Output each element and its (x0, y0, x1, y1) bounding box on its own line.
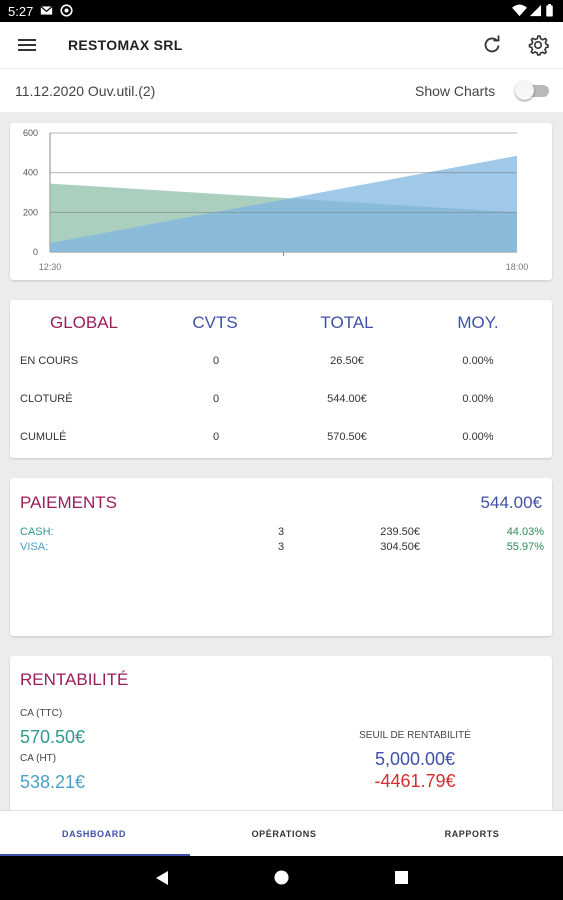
seuil-label: SEUIL DE RENTABILITÉ (359, 730, 471, 741)
ca-ttc-value: 570.50€ (20, 727, 86, 747)
payments-title: PAIEMENTS (20, 493, 117, 512)
global-summary-card: GLOBAL CVTS TOTAL MOY. EN COURS 0 26.50€… (10, 300, 552, 458)
menu-icon (18, 39, 36, 51)
cell-total: 26.50€ (330, 355, 364, 367)
payment-count: 3 (278, 541, 285, 553)
settings-button[interactable] (526, 33, 550, 57)
payment-row-visa: VISA: 3 304.50€ 55.97% (20, 541, 544, 555)
cell-moy: 0.00% (462, 355, 494, 367)
settings-icon (528, 35, 549, 56)
tab-operations[interactable]: OPÉRATIONS (251, 829, 317, 839)
payment-amount: 304.50€ (380, 541, 420, 553)
toggle-thumb (515, 81, 534, 100)
header-moy: MOY. (457, 313, 499, 332)
payment-percent: 55.97% (506, 541, 544, 553)
row-label-cloture: CLOTURÉ (20, 393, 73, 405)
y-tick-label: 200 (23, 207, 38, 217)
payments-total: 544.00€ (480, 493, 542, 512)
cell-total: 570.50€ (327, 431, 367, 443)
cell-moy: 0.00% (462, 393, 494, 405)
tab-rapports[interactable]: RAPPORTS (444, 829, 500, 839)
refresh-button[interactable] (480, 33, 504, 57)
app-bar: RESTOMAX SRL (0, 22, 563, 68)
signal-icon (529, 4, 542, 17)
profitability-card: RENTABILITÉ CA (TTC) 570.50€ CA (HT) 538… (10, 656, 552, 816)
gmail-icon (40, 5, 53, 15)
session-date: 11.12.2020 Ouv.util.(2) (15, 83, 156, 99)
cell-cvts: 0 (212, 393, 220, 405)
seuil-value: 5,000.00€ (374, 749, 456, 769)
show-charts-toggle[interactable] (515, 81, 549, 100)
header-cvts: CVTS (192, 313, 238, 332)
payment-count: 3 (278, 526, 285, 538)
y-tick-label: 0 (33, 247, 38, 257)
row-label-cumule: CUMULÉ (20, 431, 67, 443)
sales-area-chart: 600 400 200 012:30 18:00 (23, 128, 529, 272)
battery-icon (546, 4, 553, 17)
cell-moy: 0.00% (462, 431, 494, 443)
system-navigation-bar (0, 856, 563, 900)
header-total: TOTAL (320, 313, 374, 332)
circle-app-icon (60, 4, 73, 17)
home-icon[interactable] (274, 870, 289, 885)
seuil-difference: -4461.79€ (374, 771, 456, 791)
y-tick-label: 600 (23, 128, 38, 138)
menu-button[interactable] (15, 33, 39, 57)
cell-cvts: 0 (212, 355, 220, 367)
status-bar: 5:27 (0, 0, 563, 22)
ca-ht-value: 538.21€ (20, 772, 86, 792)
payment-amount: 239.50€ (380, 526, 420, 538)
ca-ht-label: CA (HT) (20, 753, 57, 764)
payments-card: PAIEMENTS 544.00€ CASH: 3 239.50€ 44.03%… (10, 478, 552, 636)
info-bar: 11.12.2020 Ouv.util.(2) Show Charts (0, 68, 563, 112)
back-icon[interactable] (155, 870, 169, 886)
payment-percent: 44.03% (506, 526, 544, 538)
cell-total: 544.00€ (327, 393, 367, 405)
status-time: 5:27 (8, 4, 34, 19)
sales-chart-card: 600 400 200 0 12:30 18:00 (10, 123, 552, 280)
tab-dashboard[interactable]: DASHBOARD (62, 829, 126, 839)
bottom-navigation: DASHBOARD OPÉRATIONS RAPPORTS (0, 810, 563, 857)
refresh-icon (484, 35, 500, 53)
x-tick-label: 18:00 (506, 262, 529, 272)
payment-row-cash: CASH: 3 239.50€ 44.03% (20, 526, 544, 540)
app-title: RESTOMAX SRL (68, 37, 183, 53)
area-series-1 (50, 155, 517, 252)
active-tab-indicator (0, 854, 190, 857)
wifi-icon (512, 4, 527, 17)
header-global: GLOBAL (49, 313, 119, 332)
recents-icon[interactable] (395, 871, 408, 884)
x-tick-label: 12:30 (39, 262, 62, 272)
profitability-title: RENTABILITÉ (20, 670, 129, 689)
payment-method: VISA: (20, 541, 49, 553)
row-label-en-cours: EN COURS (20, 355, 79, 367)
ca-ttc-label: CA (TTC) (20, 708, 63, 719)
y-tick-label: 400 (23, 168, 38, 178)
cell-cvts: 0 (212, 431, 220, 443)
payment-method: CASH: (20, 526, 54, 538)
show-charts-label: Show Charts (415, 83, 496, 99)
